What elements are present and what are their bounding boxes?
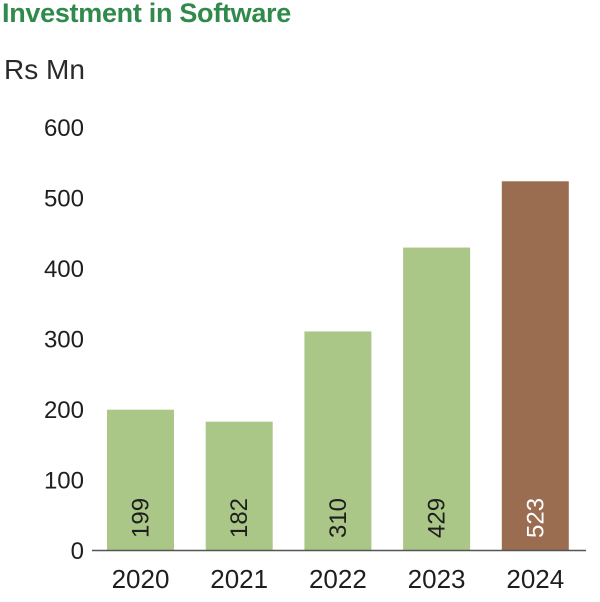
y-axis-unit-label: Rs Mn — [4, 54, 85, 85]
bar-value-label-2023: 429 — [424, 498, 451, 538]
bar-value-label-2021: 182 — [226, 498, 253, 538]
bar-2024 — [501, 181, 569, 550]
y-tick-label-300: 300 — [44, 327, 84, 354]
bar-2020 — [107, 409, 174, 550]
y-tick-label-100: 100 — [44, 468, 84, 495]
bar-value-label-2024: 523 — [522, 498, 549, 538]
value-labels-group: 199 182 310 429 523 — [128, 498, 550, 538]
y-tick-label-400: 400 — [44, 256, 84, 283]
bar-2023 — [403, 247, 471, 550]
chart-title: Investment in Software — [2, 0, 291, 28]
x-tick-label-2021: 2021 — [210, 564, 268, 594]
y-axis-ticks: 0 100 200 300 400 500 600 — [44, 115, 84, 565]
x-tick-label-2020: 2020 — [112, 564, 170, 594]
x-tick-label-2023: 2023 — [408, 564, 466, 594]
bar-value-label-2020: 199 — [128, 498, 155, 538]
y-tick-label-600: 600 — [44, 115, 84, 142]
bars-group — [107, 181, 569, 550]
bar-2021 — [205, 421, 273, 550]
bar-value-label-2022: 310 — [325, 498, 352, 538]
y-tick-label-500: 500 — [44, 186, 84, 213]
y-tick-label-0: 0 — [71, 538, 84, 565]
x-tick-label-2022: 2022 — [309, 564, 367, 594]
bar-2022 — [304, 331, 372, 550]
x-tick-label-2024: 2024 — [506, 564, 564, 594]
y-tick-label-200: 200 — [44, 397, 84, 424]
x-axis-labels: 2020 2021 2022 2023 2024 — [112, 564, 565, 594]
